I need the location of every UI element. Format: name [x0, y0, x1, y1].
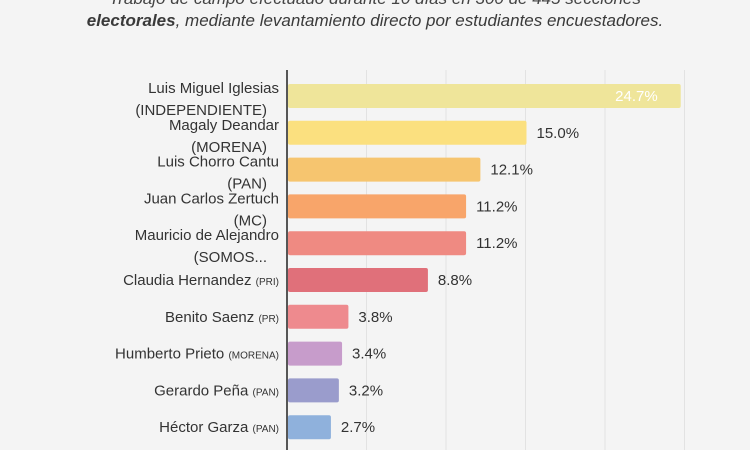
bar — [288, 84, 681, 108]
category-label: Luis Miguel Iglesias — [148, 80, 279, 97]
category-label: Humberto Prieto (MORENA) — [115, 346, 279, 363]
data-label: 3.4% — [352, 346, 386, 363]
bar — [288, 304, 349, 329]
data-label: 11.2% — [476, 235, 517, 252]
category-labels: Luis Miguel Iglesias (INDEPENDIENTE)Magal… — [115, 80, 279, 436]
data-label: 12.1% — [490, 162, 533, 179]
caption-rest: , mediante levantamiento directo por est… — [175, 11, 664, 30]
bar — [288, 157, 481, 182]
category-label: Juan Carlos Zertuch — [144, 190, 279, 207]
category-party-label: (INDEPENDIENTE) — [135, 102, 267, 119]
caption-line-2: electorales, mediante levantamiento dire… — [0, 11, 750, 31]
data-label: 15.0% — [537, 125, 580, 142]
bar — [288, 194, 467, 219]
data-label: 11.2% — [476, 198, 517, 215]
category-party-label: (MORENA) — [191, 139, 267, 156]
bar — [288, 231, 467, 256]
category-party-label: (MC) — [234, 212, 267, 229]
data-label: 3.8% — [358, 309, 392, 326]
category-label: Benito Saenz (PR) — [165, 309, 279, 326]
bars — [288, 84, 681, 440]
caption-line-1: Trabajo de campo efectuado durante 10 dí… — [0, 0, 750, 9]
data-label: 3.2% — [349, 382, 383, 399]
category-label: Claudia Hernandez (PRI) — [123, 272, 279, 289]
bar — [288, 415, 331, 440]
caption-bold-word: electorales — [86, 11, 176, 30]
bar — [288, 120, 527, 145]
category-label: Gerardo Peña (PAN) — [154, 382, 279, 399]
category-label: Héctor Garza (PAN) — [159, 419, 279, 436]
bar — [288, 378, 339, 403]
bar — [288, 268, 428, 292]
bar — [288, 341, 343, 366]
category-party-label: (PAN) — [227, 176, 267, 193]
data-label: 24.7% — [615, 88, 658, 105]
category-party-label: (SOMOS... — [194, 249, 267, 266]
category-label: Mauricio de Alejandro — [135, 227, 279, 244]
value-labels: 24.7% 15.0% 12.1% 11.2% 11.2% 8.8% 3.8% 3.4% 3.2… — [341, 88, 658, 436]
category-label: Magaly Deandar — [169, 117, 279, 134]
data-label: 8.8% — [438, 272, 472, 289]
category-label: Luis Chorro Cantu — [157, 154, 279, 171]
data-label: 2.7% — [341, 419, 375, 436]
